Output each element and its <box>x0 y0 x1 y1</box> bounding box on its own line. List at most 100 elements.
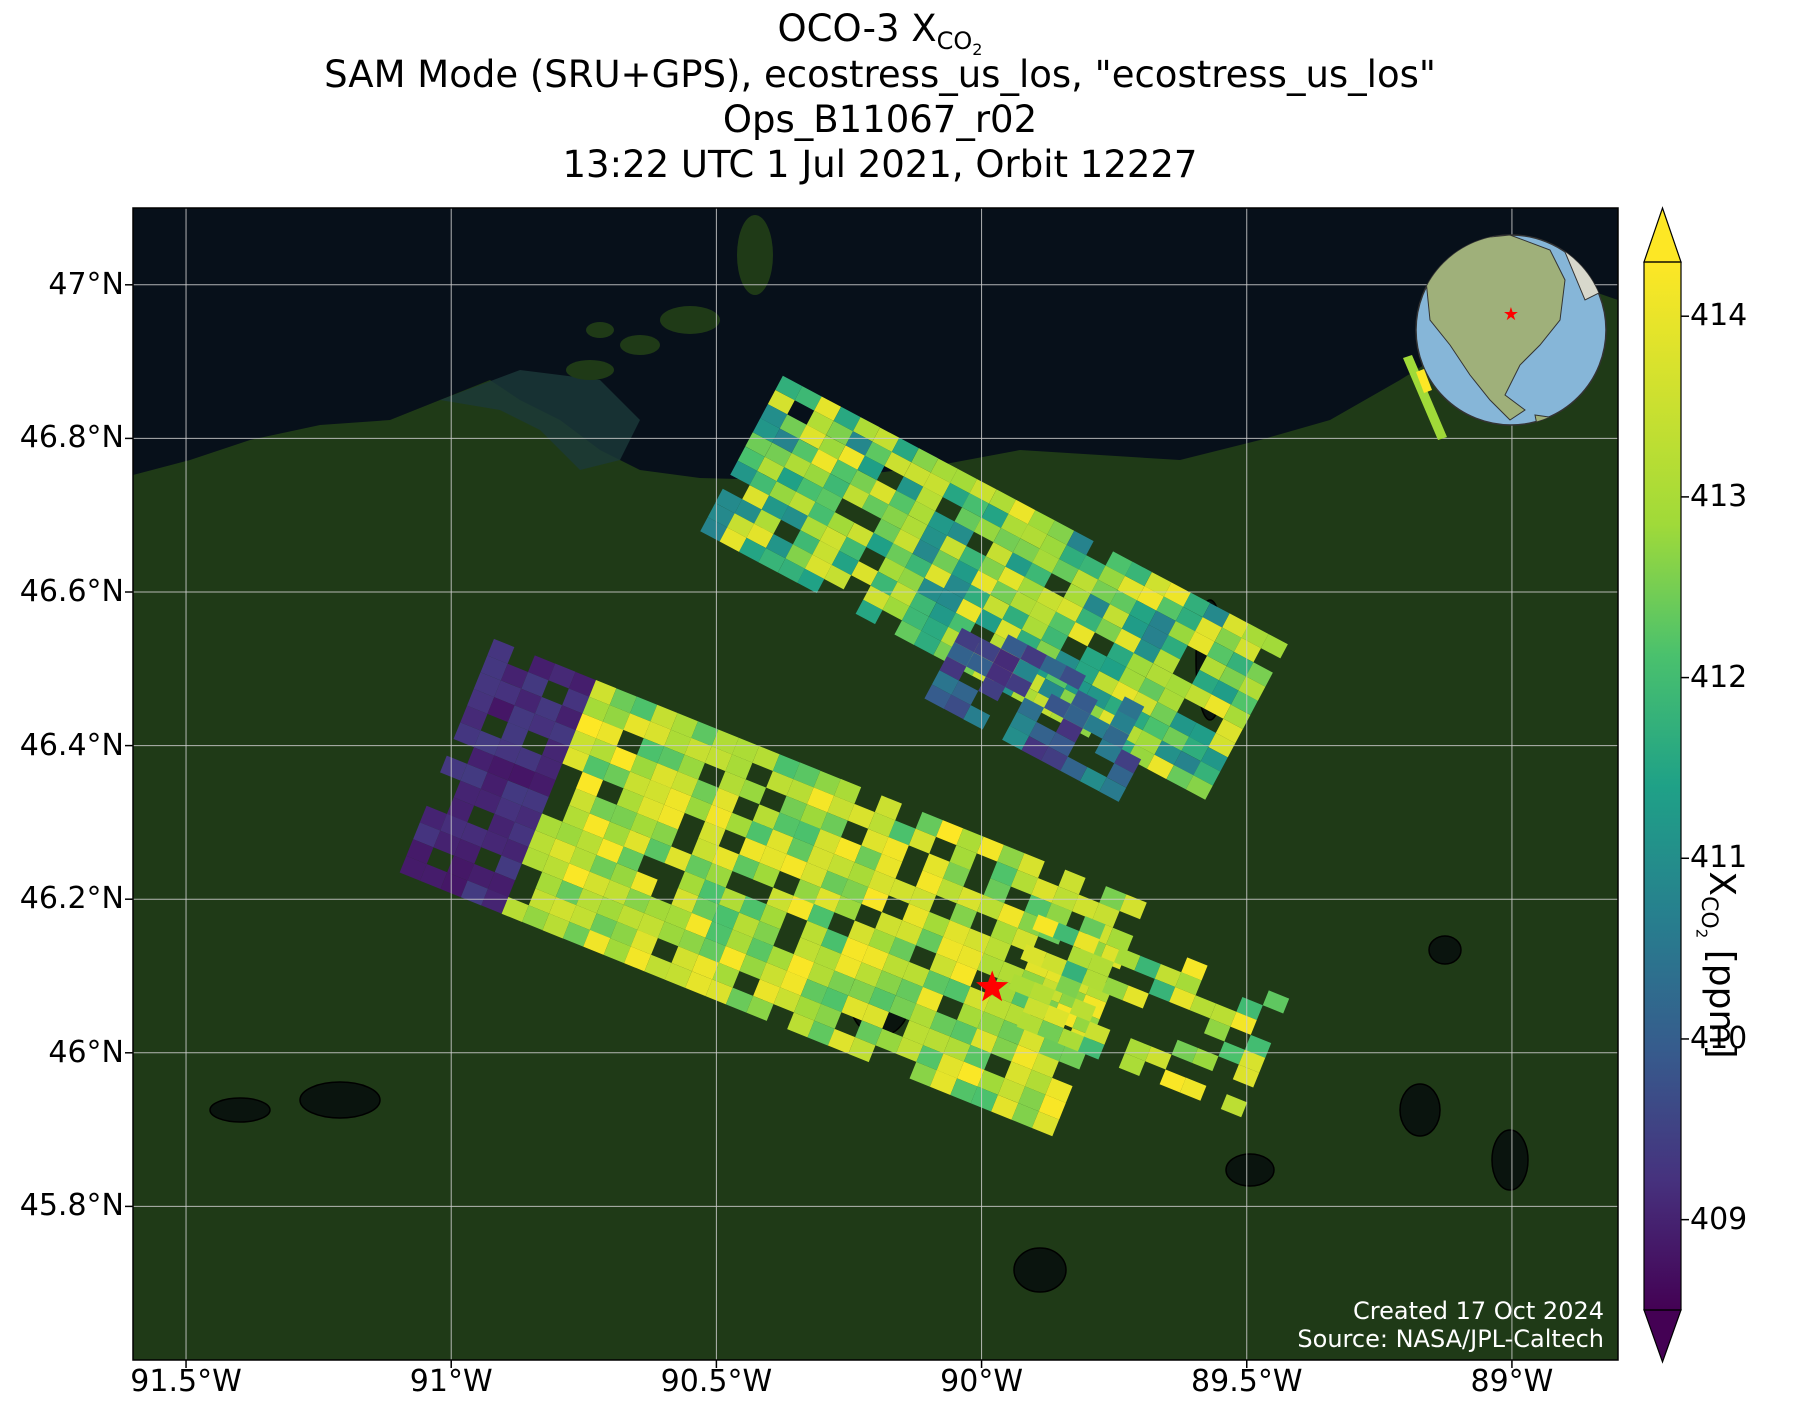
sounding-pixel <box>939 656 967 681</box>
sounding-pixel <box>818 435 846 460</box>
sounding-pixel <box>1102 724 1130 750</box>
colorbar-label: XCO2 [ppm] <box>1692 871 1742 1059</box>
sounding-pixel <box>494 855 522 881</box>
sounding-pixel <box>453 780 481 806</box>
sounding-pixel <box>845 431 873 456</box>
sounding-pixel <box>534 696 563 722</box>
sounding-pixel <box>779 795 807 821</box>
sounding-pixel <box>535 755 563 781</box>
sounding-pixel <box>664 788 692 813</box>
sounding-pixel <box>917 577 944 603</box>
sounding-pixel <box>813 770 841 796</box>
sounding-pixel <box>870 571 898 596</box>
sounding-pixel <box>881 837 909 862</box>
sounding-pixel <box>1052 650 1080 675</box>
sounding-pixel <box>1238 676 1266 701</box>
sounding-pixel <box>691 721 719 747</box>
sounding-pixel <box>562 863 590 889</box>
sounding-pixel <box>989 489 1016 514</box>
sounding-pixel <box>951 560 979 585</box>
sounding-pixel <box>1044 693 1071 719</box>
sounding-pixel <box>1068 621 1095 647</box>
sounding-pixel <box>1142 716 1170 741</box>
sounding-pixel <box>847 862 875 888</box>
sounding-pixel <box>831 550 859 576</box>
sounding-pixel <box>1094 738 1122 764</box>
sounding-pixel <box>951 680 979 706</box>
sounding-pixel <box>582 755 610 780</box>
sounding-pixel <box>732 737 760 763</box>
sounding-pixel <box>924 684 952 709</box>
sounding-pixel <box>1057 1028 1084 1052</box>
sounding-pixel <box>929 953 957 979</box>
sounding-pixel <box>1024 894 1052 920</box>
sounding-pixel <box>766 533 793 559</box>
sounding-pixel <box>759 845 787 871</box>
sounding-pixel <box>868 928 896 954</box>
sounding-pixel <box>453 838 482 864</box>
sounding-pixel <box>1114 749 1142 774</box>
sounding-pixel <box>824 564 852 590</box>
sounding-pixel <box>902 961 930 987</box>
sounding-pixel <box>1184 683 1212 709</box>
sounding-pixel <box>1029 721 1056 747</box>
sounding-pixel <box>1056 597 1083 623</box>
sounding-pixel <box>657 804 685 830</box>
sounding-pixel <box>752 862 780 888</box>
sounding-pixel <box>1220 1094 1248 1118</box>
sounding-pixel <box>535 871 563 897</box>
sounding-pixel <box>704 746 733 772</box>
sounding-pixel <box>1083 593 1110 619</box>
sounding-pixel <box>749 470 777 496</box>
sounding-pixel <box>792 530 820 555</box>
sounding-pixel <box>1048 611 1076 637</box>
sounding-pixel <box>911 448 939 473</box>
sounding-pixel <box>569 905 597 930</box>
sounding-pixel <box>1118 667 1146 692</box>
sounding-pixel <box>847 803 875 829</box>
sounding-pixel <box>1215 718 1243 744</box>
sounding-pixel <box>1193 761 1221 786</box>
sounding-pixel <box>467 688 495 714</box>
sounding-pixel <box>788 491 816 517</box>
island <box>737 215 773 295</box>
sounding-pixel <box>1079 766 1107 792</box>
sounding-pixel <box>854 845 882 871</box>
sounding-pixel <box>480 772 508 798</box>
sounding-pixel <box>1159 1069 1186 1093</box>
sounding-pixel <box>719 527 747 552</box>
sounding-pixel <box>508 822 536 847</box>
sounding-pixel <box>821 987 849 1013</box>
sounding-pixel <box>1189 995 1216 1019</box>
sounding-pixel <box>549 896 577 922</box>
sounding-pixel <box>983 878 1011 904</box>
sounding-pixel <box>928 602 956 627</box>
sounding-pixel <box>955 598 983 624</box>
sounding-pixel <box>1092 902 1120 928</box>
sounding-pixel <box>684 796 712 822</box>
sounding-pixel <box>997 1078 1026 1104</box>
sounding-pixel <box>664 729 692 755</box>
sounding-pixel <box>583 871 611 897</box>
colorbar-tick-label-5: 414 <box>1690 298 1748 334</box>
sounding-pixel <box>909 592 937 617</box>
sounding-pixel <box>739 537 766 563</box>
lat-tick-label-2: 46.6°N <box>19 574 124 609</box>
sounding-pixel <box>981 503 1009 529</box>
sounding-pixel <box>777 558 805 583</box>
sounding-pixel <box>473 672 501 698</box>
sounding-pixel <box>1146 754 1174 780</box>
sounding-pixel <box>943 1036 971 1062</box>
sounding-pixel <box>807 904 835 929</box>
sounding-pixel <box>950 1078 978 1104</box>
sounding-pixel <box>943 574 971 599</box>
sounding-pixel <box>827 853 855 879</box>
sounding-pixel <box>664 962 692 988</box>
sounding-pixel <box>616 846 645 872</box>
sounding-pixel <box>894 620 922 645</box>
sounding-pixel <box>882 953 910 979</box>
sounding-pixel <box>691 896 719 922</box>
sounding-pixel <box>1079 916 1106 940</box>
sounding-pixel <box>1094 618 1122 643</box>
island <box>660 306 720 334</box>
